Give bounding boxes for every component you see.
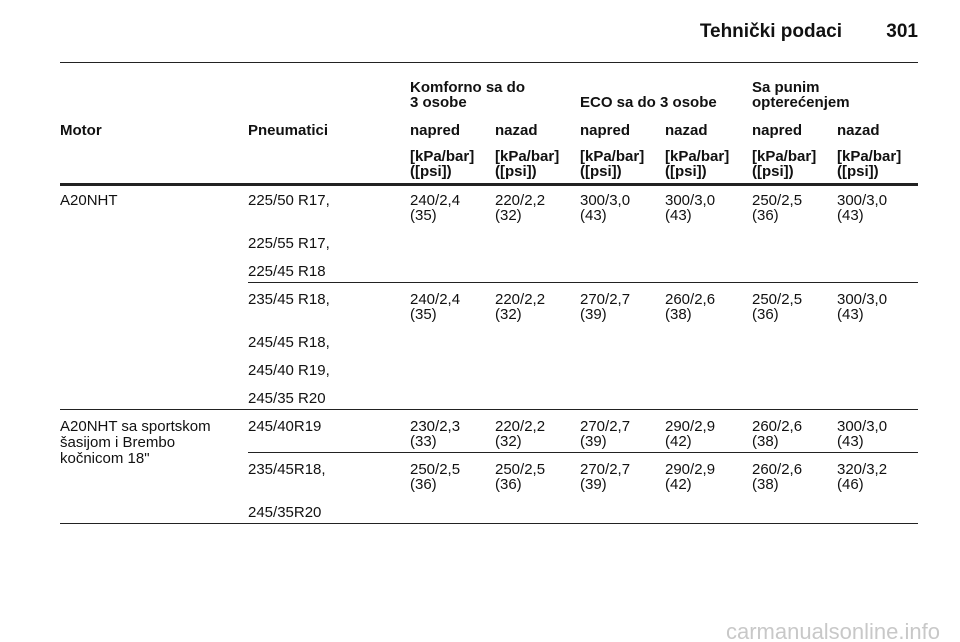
column-header: nazad	[665, 122, 708, 139]
row-rule	[248, 282, 918, 283]
pressure-value: (43)	[837, 433, 864, 450]
pressure-value: (35)	[410, 207, 437, 224]
unit-header: [kPa/bar]	[837, 148, 902, 165]
pressure-value: (43)	[837, 306, 864, 323]
pressure-value: (43)	[837, 207, 864, 224]
pressure-value: 250/2,5	[410, 461, 461, 478]
pressure-value: 290/2,9	[665, 418, 716, 435]
column-header: Pneumatici	[248, 122, 329, 139]
pressure-value: (46)	[837, 476, 864, 493]
tyre-size: 225/50 R17,	[248, 192, 330, 209]
pressure-value: 230/2,3	[410, 418, 461, 435]
pressure-value: 250/2,5	[752, 192, 803, 209]
column-header: napred	[580, 122, 631, 139]
pressure-value: 260/2,6	[752, 418, 803, 435]
pressure-value: (38)	[752, 476, 779, 493]
page-number: 301	[886, 21, 918, 42]
tyre-size: 245/40 R19,	[248, 362, 330, 379]
tyre-size: 245/35 R20	[248, 390, 326, 407]
pressure-value: 220/2,2	[495, 291, 546, 308]
pressure-value: 300/3,0	[837, 192, 888, 209]
pressure-value: (35)	[410, 306, 437, 323]
pressure-value: (36)	[752, 207, 779, 224]
pressure-value: (33)	[410, 433, 437, 450]
unit-header: [kPa/bar]	[752, 148, 817, 165]
pressure-value: 300/3,0	[837, 291, 888, 308]
header-rule	[60, 62, 918, 63]
pressure-value: 260/2,6	[752, 461, 803, 478]
column-header: nazad	[837, 122, 880, 139]
column-header: Motor	[60, 122, 102, 139]
unit-header: [kPa/bar]	[580, 148, 645, 165]
unit-header: [kPa/bar]	[495, 148, 560, 165]
pressure-value: (38)	[665, 306, 692, 323]
motor: kočnicom 18"	[60, 450, 150, 467]
pressure-value: (42)	[665, 476, 692, 493]
pressure-value: 290/2,9	[665, 461, 716, 478]
unit-header: ([psi])	[837, 163, 879, 180]
tyre-size: 235/45 R18,	[248, 291, 330, 308]
unit-header: [kPa/bar]	[410, 148, 475, 165]
pressure-value: (36)	[410, 476, 437, 493]
tyre-size: 235/45R18,	[248, 461, 326, 478]
pressure-value: 250/2,5	[495, 461, 546, 478]
unit-header: ([psi])	[580, 163, 622, 180]
group-header: 3 osobe	[410, 94, 467, 111]
watermark: carmanualsonline.info	[725, 619, 940, 642]
group-header: opterećenjem	[752, 94, 850, 111]
pressure-value: 220/2,2	[495, 418, 546, 435]
pressure-value: (38)	[752, 433, 779, 450]
page-title: Tehnički podaci	[699, 21, 842, 42]
pressure-value: 300/3,0	[665, 192, 716, 209]
group-header: ECO sa do 3 osobe	[580, 94, 717, 111]
pressure-value: (43)	[665, 207, 692, 224]
pressure-value: 270/2,7	[580, 291, 631, 308]
pressure-value: (32)	[495, 433, 522, 450]
pressure-value: (36)	[752, 306, 779, 323]
row-rule	[248, 452, 918, 453]
pressure-value: 300/3,0	[580, 192, 631, 209]
group-header: Komforno sa do	[410, 79, 525, 96]
pressure-value: 300/3,0	[837, 418, 888, 435]
group-rule	[60, 523, 918, 524]
motor: A20NHT sa sportskom	[60, 418, 211, 435]
tyre-size: 225/55 R17,	[248, 235, 330, 252]
pressure-value: 320/3,2	[837, 461, 888, 478]
column-header: napred	[410, 122, 461, 139]
tyre-size: 225/45 R18	[248, 263, 326, 280]
pressure-value: (32)	[495, 207, 522, 224]
pressure-value: 220/2,2	[495, 192, 546, 209]
pressure-value: (39)	[580, 306, 607, 323]
column-header: nazad	[495, 122, 538, 139]
pressure-value: 240/2,4	[410, 291, 461, 308]
motor: A20NHT	[60, 192, 118, 209]
pressure-value: (43)	[580, 207, 607, 224]
unit-header: [kPa/bar]	[665, 148, 730, 165]
table-head-rule	[60, 183, 918, 186]
pressure-value: 240/2,4	[410, 192, 461, 209]
pressure-value: (32)	[495, 306, 522, 323]
pressure-value: (36)	[495, 476, 522, 493]
unit-header: ([psi])	[410, 163, 452, 180]
unit-header: ([psi])	[495, 163, 537, 180]
group-header: Sa punim	[752, 79, 820, 96]
tyre-size: 245/40R19	[248, 418, 322, 435]
pressure-value: 270/2,7	[580, 461, 631, 478]
pressure-value: 250/2,5	[752, 291, 803, 308]
pressure-value: 270/2,7	[580, 418, 631, 435]
pressure-value: (42)	[665, 433, 692, 450]
pressure-value: 260/2,6	[665, 291, 716, 308]
group-rule	[60, 409, 918, 410]
motor: šasijom i Brembo	[60, 434, 176, 451]
column-header: napred	[752, 122, 803, 139]
tyre-size: 245/35R20	[248, 504, 322, 521]
unit-header: ([psi])	[752, 163, 794, 180]
pressure-value: (39)	[580, 476, 607, 493]
pressure-value: (39)	[580, 433, 607, 450]
unit-header: ([psi])	[665, 163, 707, 180]
tyre-size: 245/45 R18,	[248, 334, 330, 351]
